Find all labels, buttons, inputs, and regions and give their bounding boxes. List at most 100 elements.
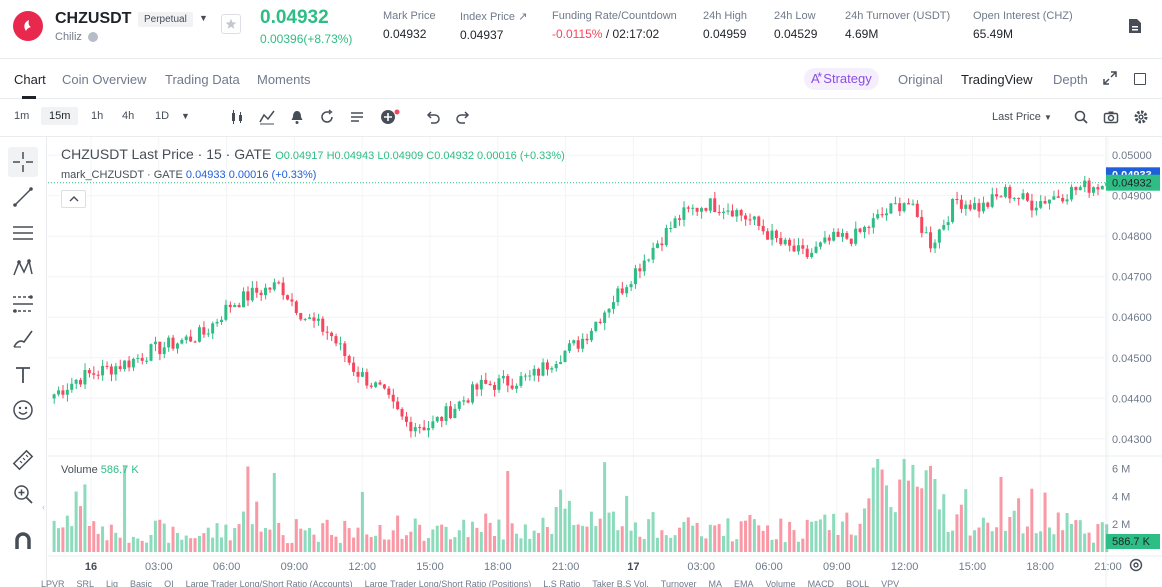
interval-dropdown-icon[interactable]: ▼ <box>181 111 190 121</box>
price-type-select[interactable]: Last Price ▼ <box>992 111 1052 123</box>
interval-1m[interactable]: 1m <box>14 110 30 122</box>
crosshair-tool[interactable] <box>8 147 38 177</box>
indicator-tab[interactable]: Volume <box>765 579 796 587</box>
replay-icon[interactable] <box>319 109 335 125</box>
volume-bar <box>704 538 708 552</box>
chart-canvas[interactable]: 0.05000 0.04900 0.04800 0.04700 0.04600 0.045… <box>48 137 1162 587</box>
volume-bar <box>277 522 281 552</box>
volume-axis-tick: 4 M <box>1112 491 1130 503</box>
candle-body <box>545 362 549 370</box>
text-tool-icon[interactable] <box>12 364 34 386</box>
indicator-tab[interactable]: MACD <box>807 579 835 587</box>
tab-trading-data[interactable]: Trading Data <box>165 72 240 87</box>
strategy-label: Strategy <box>823 71 872 86</box>
indicator-tab[interactable]: Large Trader Long/Short Ratio (Accounts) <box>185 579 353 587</box>
chart-settings-icon[interactable] <box>1128 557 1144 573</box>
volume-bar <box>391 530 395 552</box>
indicator-tab[interactable]: Basic <box>130 579 153 587</box>
volume-bar <box>726 518 730 552</box>
indicator-tab[interactable]: L.S Ratio <box>543 579 581 587</box>
tab-moments[interactable]: Moments <box>257 72 311 87</box>
interval-15m[interactable]: 15m <box>41 107 79 125</box>
volume-bar <box>924 470 928 552</box>
tab-chart[interactable]: Chart <box>14 72 46 87</box>
horizontal-lines-icon[interactable] <box>12 222 34 244</box>
candle-body <box>506 375 510 386</box>
ruler-icon[interactable] <box>12 449 34 471</box>
candle-body <box>1091 187 1095 193</box>
stat-index-price: Index Price ↗ 0.04937 <box>460 10 527 42</box>
fib-retracement-icon[interactable] <box>12 293 34 315</box>
redo-icon[interactable] <box>455 109 471 125</box>
view-depth[interactable]: Depth <box>1053 72 1088 87</box>
volume-bar <box>761 530 765 552</box>
candle-body <box>576 340 580 349</box>
candle-body <box>955 198 959 200</box>
candle-body <box>1065 199 1069 202</box>
indicator-tab[interactable]: LPVR <box>41 579 65 587</box>
interval-1d[interactable]: 1D <box>155 110 170 122</box>
indicator-tab[interactable]: VPV <box>881 579 900 587</box>
candle-body <box>1012 197 1016 199</box>
candle-body <box>713 198 717 212</box>
layout-list-icon[interactable] <box>349 109 365 125</box>
alert-icon[interactable] <box>289 109 305 125</box>
view-tradingview[interactable]: TradingView <box>961 72 1033 87</box>
indicator-tab[interactable]: MA <box>708 579 723 587</box>
time-axis-tick: 21:00 <box>552 561 580 573</box>
document-icon[interactable] <box>1128 18 1142 34</box>
volume-bar <box>241 511 245 552</box>
interval-1h[interactable]: 1h <box>91 110 104 122</box>
expand-icon[interactable] <box>1103 71 1117 85</box>
zoom-in-icon[interactable] <box>12 483 34 505</box>
collapse-legend-button[interactable] <box>61 190 86 208</box>
pattern-tool-icon[interactable] <box>12 257 34 279</box>
favorite-star-icon[interactable] <box>221 14 241 34</box>
stat-24h-low: 24h Low 0.04529 <box>774 10 817 41</box>
magnet-icon[interactable] <box>12 530 34 552</box>
time-axis-tick: 12:00 <box>891 561 919 573</box>
trend-line-icon[interactable] <box>12 186 34 208</box>
collapse-toolbar-icon[interactable]: ‹ <box>42 502 45 512</box>
candle-body <box>466 400 470 403</box>
brush-icon[interactable] <box>12 328 34 350</box>
volume-bar <box>171 526 175 552</box>
indicator-tab[interactable]: SRL <box>76 579 95 587</box>
indicators-icon[interactable] <box>259 109 275 125</box>
candle-body <box>889 203 893 214</box>
emoji-icon[interactable] <box>12 399 34 421</box>
strategy-button[interactable]: A⃰ Strategy <box>804 68 879 90</box>
indicator-tab[interactable]: Turnover <box>660 579 697 587</box>
stat-value: 0.04959 <box>703 27 747 41</box>
symbol-name[interactable]: CHZUSDT <box>55 10 132 27</box>
interval-4h[interactable]: 4h <box>122 110 135 122</box>
stat-label[interactable]: Mark Price <box>383 10 436 22</box>
candle-type-icon[interactable] <box>229 109 245 125</box>
undo-icon[interactable] <box>425 109 441 125</box>
candle-body <box>224 304 228 320</box>
camera-icon[interactable] <box>1103 109 1119 125</box>
indicator-tab[interactable]: Taker B.S Vol. <box>592 579 649 587</box>
search-icon[interactable] <box>1073 109 1089 125</box>
contract-type-badge: Perpetual <box>138 12 193 27</box>
candle-body <box>876 214 880 219</box>
view-original[interactable]: Original <box>898 72 943 87</box>
volume-bar <box>510 523 514 552</box>
symbol-dropdown-icon[interactable]: ▼ <box>199 13 208 23</box>
stat-label[interactable]: Funding Rate/Countdown <box>552 10 677 22</box>
volume-bar <box>515 533 519 552</box>
indicator-tab[interactable]: BOLL <box>846 579 870 587</box>
settings-gear-icon[interactable] <box>1133 109 1149 125</box>
candle-body <box>1061 197 1065 202</box>
indicator-tab[interactable]: EMA <box>734 579 754 587</box>
indicator-tab[interactable]: Large Trader Long/Short Ratio (Positions… <box>364 579 532 587</box>
indicator-tab[interactable]: Liq <box>106 579 119 587</box>
window-icon[interactable] <box>1134 73 1146 85</box>
price-chart[interactable]: 0.05000 0.04900 0.04800 0.04700 0.04600 0.045… <box>48 137 1162 587</box>
tab-coin-overview[interactable]: Coin Overview <box>62 72 147 87</box>
stat-label[interactable]: Index Price ↗ <box>460 11 528 23</box>
info-icon[interactable] <box>88 32 98 42</box>
add-indicator-icon[interactable] <box>380 109 402 125</box>
indicator-tab[interactable]: OI <box>164 579 174 587</box>
candle-body <box>677 218 681 220</box>
